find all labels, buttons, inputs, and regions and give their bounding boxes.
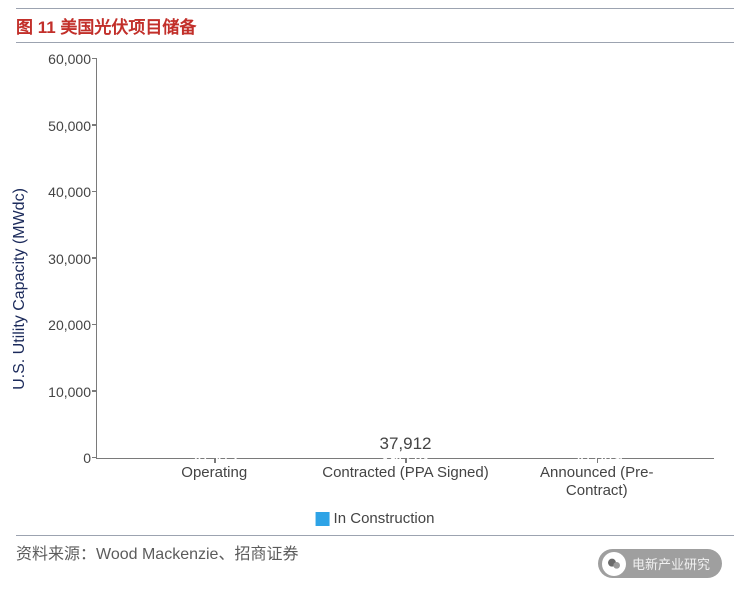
y-tick-mark xyxy=(92,58,97,60)
y-tick-mark xyxy=(92,257,97,259)
y-tick-mark xyxy=(92,191,97,193)
x-axis-label: Operating xyxy=(129,464,299,482)
x-tick-mark xyxy=(214,458,216,463)
x-tick-mark xyxy=(597,458,599,463)
legend-swatch xyxy=(316,512,330,526)
y-tick-mark xyxy=(92,124,97,126)
source-value: Wood Mackenzie、招商证券 xyxy=(96,546,298,563)
figure-title: 图 11 美国光伏项目储备 xyxy=(16,13,196,38)
y-tick-label: 40,000 xyxy=(33,184,91,200)
wechat-icon xyxy=(602,552,626,576)
watermark-text: 电新产业研究 xyxy=(632,554,710,573)
x-axis-label: Contracted (PPA Signed) xyxy=(320,464,490,482)
legend-label: In Construction xyxy=(334,510,435,527)
y-tick-mark xyxy=(92,390,97,392)
y-tick-label: 50,000 xyxy=(33,118,91,134)
y-tick-label: 30,000 xyxy=(33,251,91,267)
y-tick-label: 20,000 xyxy=(33,317,91,333)
bar-total-label: 37,912 xyxy=(325,434,485,454)
y-tick-mark xyxy=(92,324,97,326)
y-tick-label: 0 xyxy=(33,450,91,466)
figure-title-row: 图 11 美国光伏项目储备 xyxy=(16,8,734,43)
y-axis-label: U.S. Utility Capacity (MWdc) xyxy=(11,188,29,390)
y-tick-label: 60,000 xyxy=(33,51,91,67)
x-tick-mark xyxy=(405,458,407,463)
y-tick-label: 10,000 xyxy=(33,384,91,400)
plot-region: 010,00020,00030,00040,00050,00060,00038,… xyxy=(96,59,714,459)
legend: In Construction xyxy=(316,510,435,527)
chart-area: U.S. Utility Capacity (MWdc) 010,00020,0… xyxy=(26,49,724,529)
watermark-badge: 电新产业研究 xyxy=(598,549,722,578)
x-axis-label: Announced (Pre-Contract) xyxy=(512,464,682,500)
y-tick-mark xyxy=(92,457,97,459)
source-label: 资料来源： xyxy=(16,546,96,563)
